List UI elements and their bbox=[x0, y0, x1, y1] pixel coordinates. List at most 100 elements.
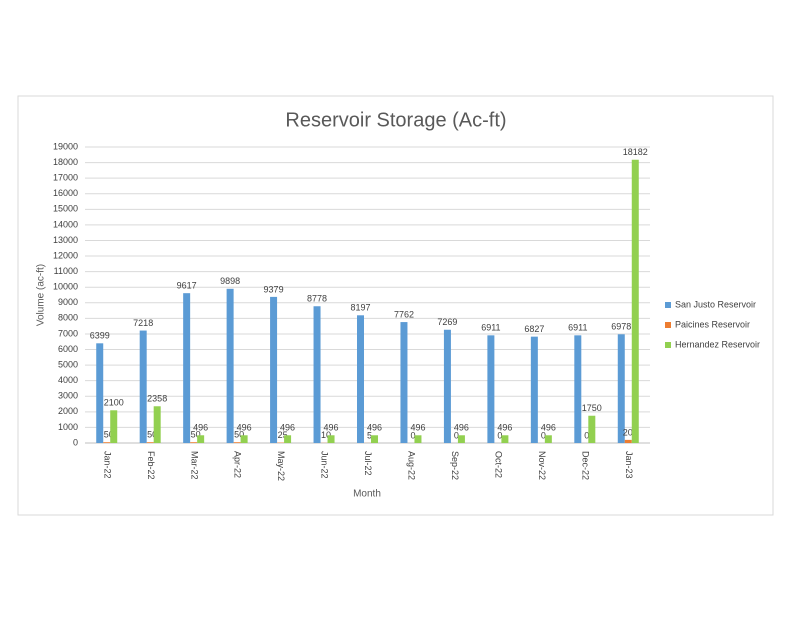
data-label: 496 bbox=[497, 423, 512, 433]
data-label: 496 bbox=[410, 423, 425, 433]
bar bbox=[96, 343, 103, 443]
bar bbox=[328, 435, 335, 443]
bar bbox=[414, 435, 421, 443]
legend-swatch bbox=[665, 302, 671, 308]
bar bbox=[545, 435, 552, 443]
y-tick-label: 16000 bbox=[53, 188, 78, 198]
bar bbox=[234, 442, 241, 443]
legend-label: San Justo Reservoir bbox=[675, 299, 756, 309]
data-label: 18182 bbox=[623, 147, 648, 157]
x-tick-label: Apr-22 bbox=[233, 451, 243, 478]
data-label: 6911 bbox=[568, 323, 587, 333]
data-label: 9379 bbox=[264, 284, 284, 294]
chart-frame bbox=[18, 96, 773, 515]
bar bbox=[357, 315, 364, 443]
x-tick-label: May-22 bbox=[276, 451, 286, 481]
x-tick-label: Mar-22 bbox=[189, 451, 199, 480]
y-tick-label: 13000 bbox=[53, 235, 78, 245]
bar bbox=[632, 160, 639, 443]
x-tick-label: Nov-22 bbox=[537, 451, 547, 480]
data-label: 496 bbox=[280, 423, 295, 433]
legend-swatch bbox=[665, 342, 671, 348]
bar bbox=[183, 293, 190, 443]
data-label: 7269 bbox=[437, 317, 457, 327]
y-tick-label: 2000 bbox=[58, 406, 78, 416]
bar bbox=[241, 435, 248, 443]
data-label: 8197 bbox=[350, 303, 370, 313]
data-label: 9617 bbox=[177, 281, 197, 291]
data-label: 8778 bbox=[307, 294, 327, 304]
y-tick-label: 18000 bbox=[53, 157, 78, 167]
data-label: 496 bbox=[454, 423, 469, 433]
x-tick-label: Jan-23 bbox=[624, 451, 634, 479]
bar bbox=[197, 435, 204, 443]
bar bbox=[588, 416, 595, 443]
y-tick-label: 17000 bbox=[53, 173, 78, 183]
bar bbox=[458, 435, 465, 443]
y-tick-label: 5000 bbox=[58, 359, 78, 369]
x-axis-label: Month bbox=[353, 489, 381, 500]
data-label: 7762 bbox=[394, 309, 414, 319]
legend-swatch bbox=[665, 322, 671, 328]
data-label: 9898 bbox=[220, 276, 240, 286]
y-tick-label: 19000 bbox=[53, 141, 78, 151]
bar bbox=[625, 440, 632, 443]
bar bbox=[154, 406, 161, 443]
data-label: 6399 bbox=[90, 331, 110, 341]
y-tick-label: 4000 bbox=[58, 375, 78, 385]
bar bbox=[284, 435, 291, 443]
data-label: 6911 bbox=[481, 323, 500, 333]
legend-label: Hernandez Reservoir bbox=[675, 339, 760, 349]
y-tick-label: 12000 bbox=[53, 250, 78, 260]
y-tick-label: 1000 bbox=[58, 422, 78, 432]
data-label: 496 bbox=[541, 423, 556, 433]
data-label: 1750 bbox=[582, 403, 602, 413]
data-label: 2100 bbox=[104, 398, 124, 408]
bar bbox=[314, 306, 321, 443]
y-tick-label: 6000 bbox=[58, 344, 78, 354]
data-label: 6827 bbox=[524, 324, 544, 334]
x-tick-label: Feb-22 bbox=[146, 451, 156, 480]
bar bbox=[190, 442, 197, 443]
legend-label: Paicines Reservoir bbox=[675, 319, 750, 329]
y-tick-label: 9000 bbox=[58, 297, 78, 307]
bar bbox=[103, 442, 110, 443]
bar bbox=[227, 289, 234, 443]
bar bbox=[110, 410, 117, 443]
bar bbox=[444, 330, 451, 443]
bar bbox=[501, 435, 508, 443]
data-label: 496 bbox=[367, 423, 382, 433]
x-tick-label: Sep-22 bbox=[450, 451, 460, 480]
chart-title: Reservoir Storage (Ac-ft) bbox=[285, 109, 506, 131]
x-tick-label: Jan-22 bbox=[102, 451, 112, 479]
bar bbox=[371, 435, 378, 443]
data-label: 2358 bbox=[147, 394, 167, 404]
bar bbox=[270, 297, 277, 443]
x-tick-label: Jul-22 bbox=[363, 451, 373, 476]
data-label: 496 bbox=[324, 423, 339, 433]
bar bbox=[531, 337, 538, 443]
x-tick-label: Jun-22 bbox=[320, 451, 330, 479]
x-tick-label: Aug-22 bbox=[407, 451, 417, 480]
y-tick-label: 8000 bbox=[58, 313, 78, 323]
y-axis-label: Volume (ac-ft) bbox=[36, 264, 47, 326]
y-tick-label: 7000 bbox=[58, 328, 78, 338]
bar bbox=[400, 322, 407, 443]
bar bbox=[574, 335, 581, 443]
x-tick-label: Oct-22 bbox=[494, 451, 504, 478]
y-tick-label: 3000 bbox=[58, 391, 78, 401]
y-tick-label: 15000 bbox=[53, 204, 78, 214]
x-tick-label: Dec-22 bbox=[580, 451, 590, 480]
y-tick-label: 11000 bbox=[54, 266, 78, 276]
bar bbox=[140, 331, 147, 443]
data-label: 7218 bbox=[133, 318, 153, 328]
data-label: 496 bbox=[237, 423, 252, 433]
data-label: 6978 bbox=[611, 322, 631, 332]
y-tick-label: 10000 bbox=[53, 282, 78, 292]
bar bbox=[147, 442, 154, 443]
y-tick-label: 14000 bbox=[53, 219, 78, 229]
bar bbox=[487, 335, 494, 443]
data-label: 496 bbox=[193, 423, 208, 433]
y-tick-label: 0 bbox=[73, 437, 78, 447]
